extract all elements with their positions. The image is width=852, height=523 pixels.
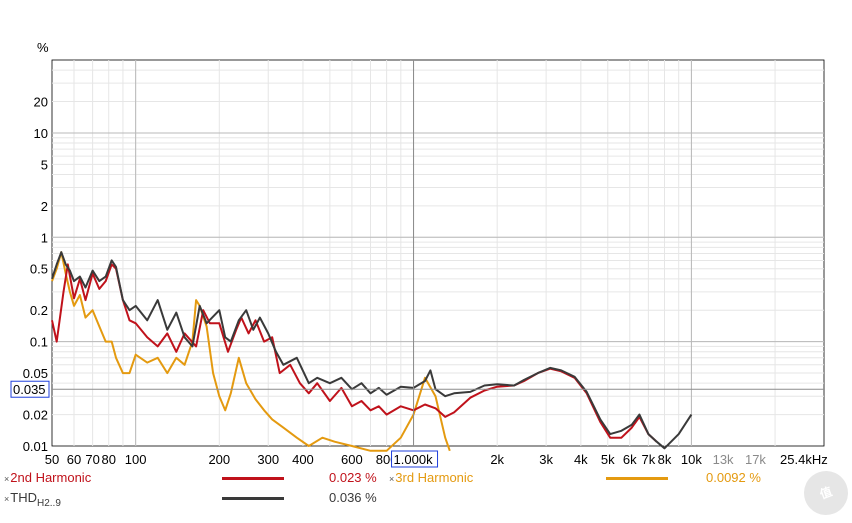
y-tick-label: 0.05 (23, 366, 48, 381)
x-tick-label: 13k (713, 452, 734, 467)
y-tick-label: 5 (41, 157, 48, 172)
legend-toggle-icon[interactable]: × (4, 494, 10, 504)
x-tick-label: 8k (658, 452, 672, 467)
series-line-thd (51, 251, 693, 450)
cursor-y-readout-box (10, 380, 50, 398)
y-tick-label: 0.5 (30, 262, 48, 277)
y-tick-label: 2 (41, 199, 48, 214)
x-tick-label: 5k (601, 452, 615, 467)
legend-thd-name: THD (10, 490, 37, 505)
x-tick-label: 50 (45, 452, 59, 467)
x-tick-label: 200 (208, 452, 230, 467)
series-lines (51, 251, 693, 452)
x-tick-label: 4k (574, 452, 588, 467)
y-tick-label: 0.01 (23, 439, 48, 454)
legend-toggle-icon[interactable]: × (389, 474, 395, 484)
legend-thd-value: 0.036 % (329, 490, 377, 505)
legend-thd-subscript: H2..9 (36, 498, 61, 509)
x-tick-label: 17k (745, 452, 766, 467)
y-tick-label: 20 (34, 95, 48, 110)
x-tick-label: 600 (341, 452, 363, 467)
legend-3rd-harmonic[interactable]: ×3rd Harmonic (389, 470, 473, 485)
cursor-readouts: 0.035 1.000k (10, 380, 439, 468)
x-tick-label: 3k (539, 452, 553, 467)
y-tick-labels: 20 10 5 2 1 0.5 0.2 0.1 0.05 0.02 0.01 (23, 95, 48, 454)
legend-toggle-icon[interactable]: × (4, 474, 10, 484)
y-tick-label: 0.1 (30, 335, 48, 350)
x-tick-label: 100 (125, 452, 147, 467)
x-tick-label: 80 (101, 452, 115, 467)
y-tick-label: 0.02 (23, 408, 48, 423)
x-tick-label: 6k (623, 452, 637, 467)
cursor-x-readout: 1.000k (394, 452, 434, 467)
x-tick-label: 70 (85, 452, 99, 467)
minor-gridlines (52, 60, 824, 446)
legend-2nd-harmonic-name: 2nd Harmonic (10, 470, 92, 485)
legend-2nd-harmonic[interactable]: ×2nd Harmonic (4, 470, 91, 485)
y-tick-label: 0.2 (30, 303, 48, 318)
x-tick-label: 60 (67, 452, 81, 467)
legend-3rd-harmonic-swatch (606, 477, 668, 480)
x-tick-labels: 50 60 70 80 100 200 300 400 600 800 2k 3k 4k 5k 6k 7k 8k… (45, 452, 828, 467)
y-tick-label: 10 (34, 126, 48, 141)
legend-2nd-harmonic-value: 0.023 % (329, 470, 377, 485)
x-tick-label: 7k (642, 452, 656, 467)
y-tick-label: 1 (41, 230, 48, 245)
y-unit-label: % (37, 40, 49, 55)
legend-3rd-harmonic-value: 0.0092 % (706, 470, 761, 485)
legend-thd[interactable]: ×THDH2..9 (4, 490, 61, 509)
cursor-y-readout: 0.035 (13, 382, 46, 397)
legend-2nd-harmonic-swatch (222, 477, 284, 480)
x-tick-label: 2k (490, 452, 504, 467)
x-tick-label: 10k (681, 452, 702, 467)
legend-3rd-harmonic-name: 3rd Harmonic (395, 470, 474, 485)
x-tick-label: 300 (257, 452, 279, 467)
legend-thd-swatch (222, 497, 284, 500)
x-tick-label: 400 (292, 452, 314, 467)
cursor-x-readout-box (391, 450, 439, 468)
x-tick-label: 25.4kHz (780, 452, 828, 467)
cursor-lines (52, 60, 824, 446)
